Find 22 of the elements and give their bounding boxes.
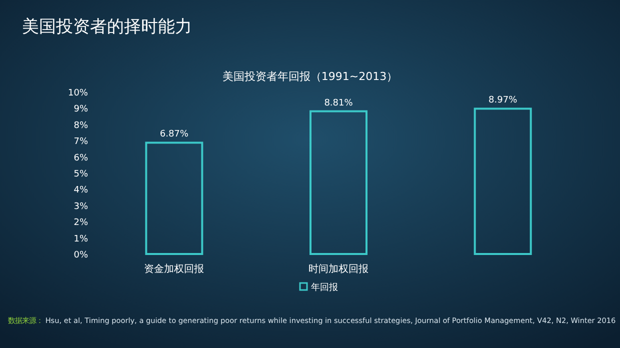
y-tick-label: 10% (68, 88, 88, 98)
data-label: 6.87% (160, 130, 189, 140)
y-tick-label: 1% (74, 234, 88, 244)
y-tick-label: 5% (74, 170, 88, 180)
data-label: 8.97% (488, 96, 518, 106)
y-tick-label: 3% (74, 202, 88, 212)
legend-label: 年回报 (311, 282, 338, 293)
y-tick-label: 4% (74, 186, 88, 196)
chart-title: 美国投资者的择时能力 (22, 17, 192, 37)
bar (145, 142, 204, 255)
y-tick-label: 0% (74, 250, 88, 260)
y-tick-label: 8% (74, 120, 88, 131)
y-tick-label: 6% (74, 153, 88, 164)
y-tick-label: 7% (74, 137, 88, 148)
x-tick-label: 时间加权回报 (308, 263, 368, 275)
y-tick-label: 9% (74, 104, 88, 115)
bar (310, 110, 368, 255)
y-tick-label: 2% (74, 218, 88, 228)
x-tick-label: 资金加权回报 (144, 263, 204, 275)
bar (474, 108, 532, 255)
chart-subtitle: 美国投资者年回报（1991~2013） (222, 70, 398, 83)
data-label: 8.81% (324, 98, 354, 108)
